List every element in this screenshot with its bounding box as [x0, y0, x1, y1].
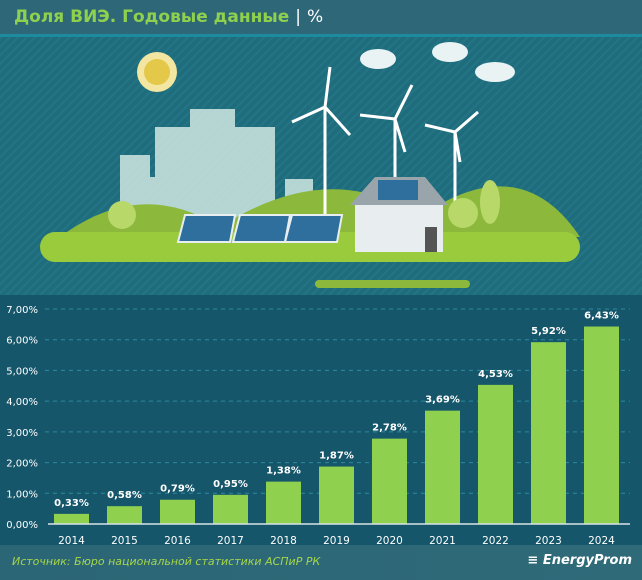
y-tick-label: 7,00%	[6, 305, 38, 316]
y-tick-label: 3,00%	[6, 428, 38, 439]
data-label: 3,69%	[425, 395, 460, 406]
x-tick-label: 2019	[323, 535, 350, 545]
bar	[425, 410, 460, 524]
bar	[160, 499, 195, 524]
x-tick-label: 2017	[217, 535, 244, 545]
logo-text: EnergyProm	[542, 553, 632, 568]
data-label: 0,95%	[213, 479, 248, 490]
data-label: 0,33%	[54, 498, 89, 509]
bar	[584, 326, 619, 524]
footer: Источник: Бюро национальной статистики А…	[0, 545, 642, 580]
title-text: Доля ВИЭ. Годовые данные	[14, 7, 290, 27]
bar-chart: 0,00% 1,00% 2,00% 3,00% 4,00% 5,00% 6,00% 7,00%…	[6, 305, 630, 545]
x-tick-label: 2018	[270, 535, 297, 545]
bar	[54, 513, 89, 524]
title-separator: |	[295, 7, 301, 27]
data-label: 1,38%	[266, 466, 301, 477]
x-tick-label: 2022	[482, 535, 509, 545]
y-tick-label: 2,00%	[6, 459, 38, 470]
header: Доля ВИЭ. Годовые данные |%	[0, 0, 642, 37]
x-tick-label: 2015	[111, 535, 138, 545]
renewable-energy-illustration	[0, 37, 642, 295]
x-tick-label: 2016	[164, 535, 191, 545]
trees	[108, 180, 500, 229]
bar	[107, 506, 142, 524]
logo-icon: ≡	[527, 553, 539, 568]
y-tick-label: 4,00%	[6, 397, 38, 408]
x-tick-label: 2020	[376, 535, 403, 545]
data-label: 6,43%	[584, 311, 619, 322]
data-label: 0,79%	[160, 484, 195, 495]
data-label: 2,78%	[372, 423, 407, 434]
solar-panels	[176, 214, 344, 243]
bar	[319, 466, 354, 524]
page-title: Доля ВИЭ. Годовые данные |%	[14, 7, 323, 27]
y-tick-label: 0,00%	[6, 520, 38, 531]
bar	[372, 438, 407, 524]
data-label: 5,92%	[531, 326, 566, 337]
x-tick-label: 2021	[429, 535, 456, 545]
data-label: 4,53%	[478, 369, 513, 380]
bar	[531, 342, 566, 524]
cloud-icons	[360, 42, 515, 82]
unit-label: %	[306, 7, 324, 27]
data-label: 1,87%	[319, 451, 354, 462]
y-tick-label: 6,00%	[6, 336, 38, 347]
x-tick-label: 2014	[58, 535, 85, 545]
y-tick-label: 5,00%	[6, 366, 38, 377]
bar	[266, 481, 301, 524]
bar	[213, 494, 248, 524]
y-tick-label: 1,00%	[6, 489, 38, 500]
house	[350, 177, 448, 252]
energyprom-logo: ≡ EnergyProm	[527, 553, 632, 568]
source-note: Источник: Бюро национальной статистики А…	[12, 555, 321, 568]
bar	[478, 384, 513, 524]
data-label: 0,58%	[107, 490, 142, 501]
x-tick-label: 2024	[588, 535, 615, 545]
x-tick-label: 2023	[535, 535, 562, 545]
